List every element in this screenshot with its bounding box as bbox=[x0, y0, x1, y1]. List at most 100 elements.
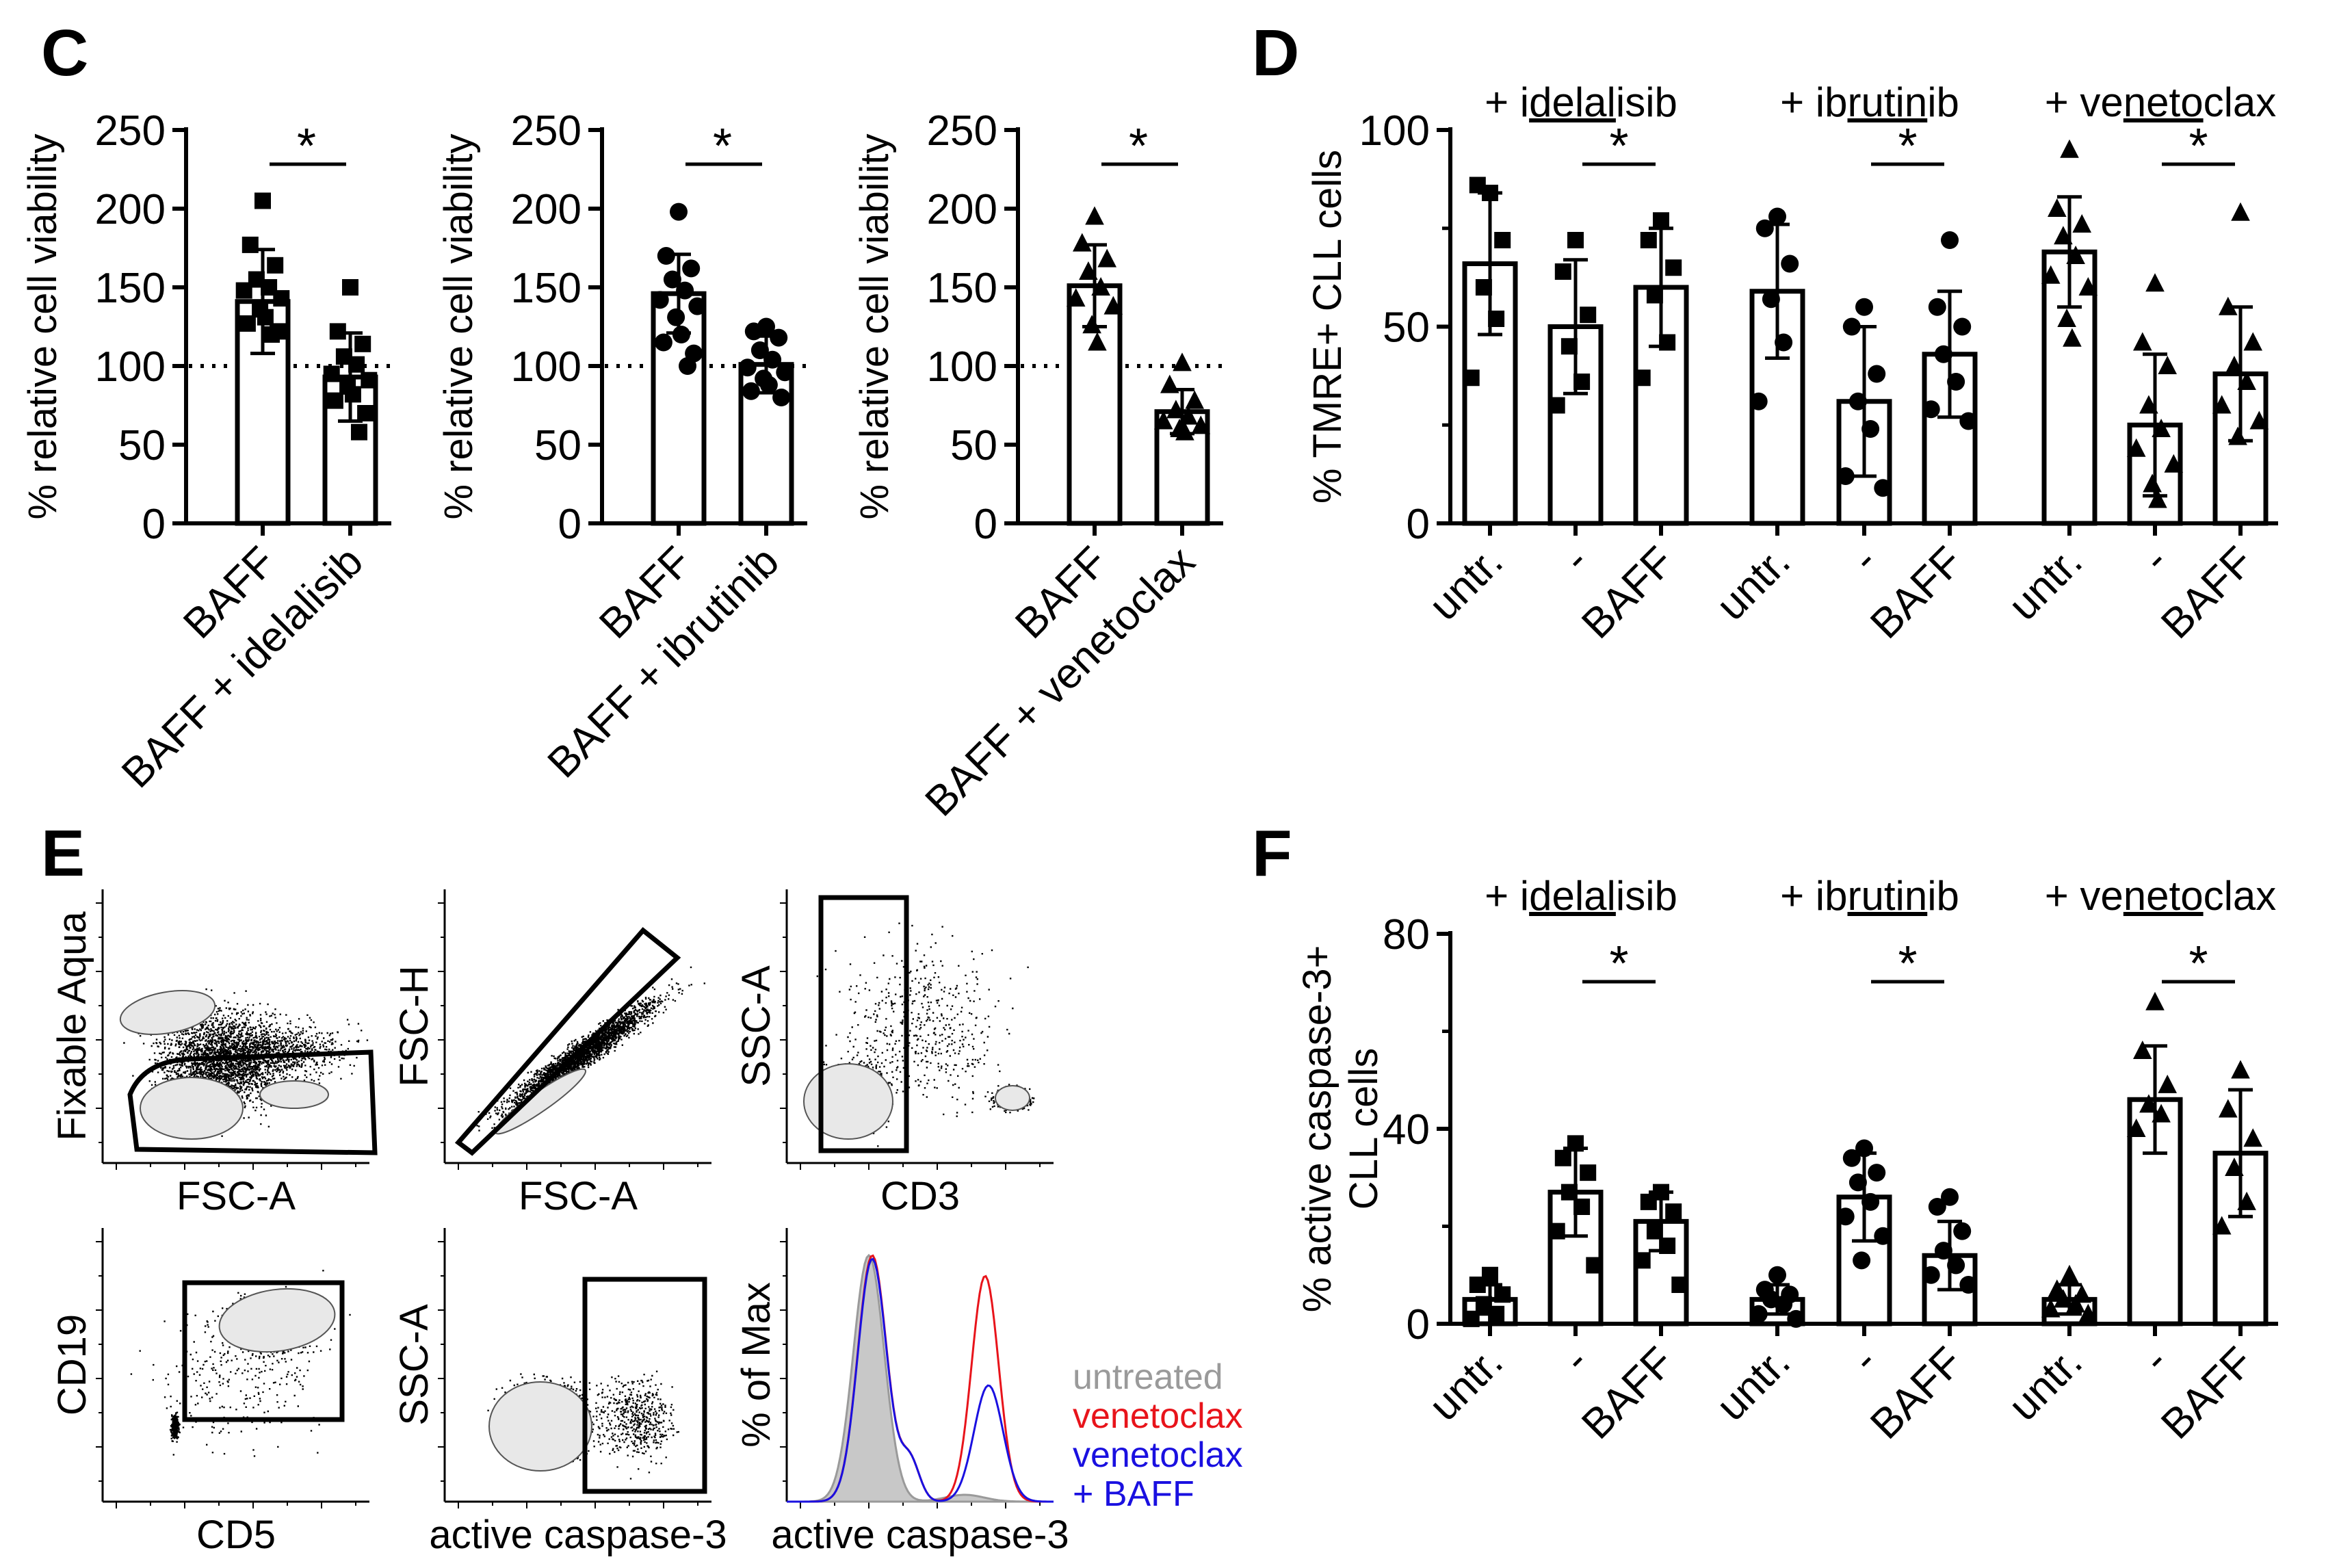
data-point bbox=[344, 386, 361, 403]
data-point bbox=[2060, 1264, 2079, 1283]
data-point bbox=[254, 192, 271, 209]
data-point bbox=[1671, 1277, 1688, 1293]
histogram-venetoclax bbox=[787, 1254, 1054, 1503]
data-point bbox=[1088, 332, 1107, 351]
data-point bbox=[1634, 1252, 1651, 1269]
data-point bbox=[2048, 198, 2067, 217]
live-cell-gate bbox=[127, 1049, 378, 1155]
chart-c2: 0 50 100 150 200 250 % relative cell viability… bbox=[436, 107, 807, 787]
x-tick-label: BAFF bbox=[2152, 1338, 2262, 1448]
x-tick-label: untr. bbox=[1708, 538, 1799, 629]
data-point bbox=[2243, 1128, 2262, 1147]
data-point bbox=[1853, 1251, 1871, 1270]
data-point bbox=[2072, 214, 2091, 233]
y-axis-label: % TMRE+ CLL cells bbox=[1305, 150, 1350, 504]
y-axis-label: SSC-A bbox=[392, 1304, 436, 1426]
singlet-gate bbox=[454, 927, 681, 1156]
y-tick-label: 50 bbox=[534, 422, 582, 469]
flow-plot-singlets: FSC-A FSC-H bbox=[392, 889, 711, 1218]
data-point bbox=[2219, 296, 2238, 315]
flow-plot-aqua: FSC-A Fixable Aqua bbox=[50, 889, 378, 1218]
data-point bbox=[351, 423, 367, 441]
panel-label-d: D bbox=[1252, 16, 1299, 90]
data-point bbox=[357, 405, 374, 421]
y-axis-label: % relative cell viability bbox=[436, 133, 481, 519]
y-tick-label: 150 bbox=[927, 265, 997, 312]
data-point bbox=[2148, 489, 2167, 508]
data-point bbox=[2057, 309, 2076, 327]
y-axis-label: CD19 bbox=[50, 1314, 94, 1415]
data-point bbox=[688, 297, 707, 315]
data-point bbox=[326, 392, 343, 409]
x-axis-label: FSC-A bbox=[519, 1174, 638, 1218]
panel-label-c: C bbox=[41, 16, 88, 90]
y-tick-label: 50 bbox=[118, 422, 166, 469]
y-tick-label: 200 bbox=[95, 186, 166, 233]
data-point bbox=[1947, 373, 1965, 391]
data-point bbox=[670, 202, 688, 221]
data-point bbox=[2249, 410, 2269, 430]
data-point bbox=[1085, 206, 1104, 225]
data-point bbox=[1768, 1266, 1786, 1284]
data-point bbox=[1173, 352, 1192, 371]
y-axis-label: FSC-H bbox=[392, 965, 436, 1086]
y-tick-label: 250 bbox=[95, 107, 166, 155]
y-tick-label: 100 bbox=[95, 343, 166, 391]
group-label: + ibrutinib bbox=[1780, 873, 1959, 919]
data-point bbox=[1959, 1276, 1978, 1294]
x-axis-label: active caspase-3 bbox=[771, 1513, 1069, 1557]
data-point bbox=[267, 257, 284, 274]
data-point bbox=[235, 282, 252, 299]
data-point bbox=[2212, 395, 2232, 414]
data-point bbox=[1469, 177, 1486, 194]
density-contour bbox=[488, 1381, 592, 1472]
legend-entry: venetoclax bbox=[1073, 1435, 1243, 1475]
cd3-negative-gate bbox=[818, 895, 909, 1153]
data-point bbox=[1781, 254, 1799, 273]
data-point bbox=[1548, 1223, 1565, 1240]
data-point bbox=[2143, 473, 2162, 493]
group-label: + venetoclax bbox=[2045, 79, 2277, 125]
data-point bbox=[2219, 1099, 2238, 1118]
y-tick-label: 80 bbox=[1383, 911, 1430, 958]
x-tick-label: untr. bbox=[1708, 1338, 1799, 1430]
data-point bbox=[742, 382, 760, 400]
data-point bbox=[1836, 1207, 1855, 1226]
cll-gate bbox=[182, 1280, 345, 1422]
data-point bbox=[1463, 369, 1480, 387]
histogram-venetoclax-baff bbox=[787, 1257, 1054, 1503]
chart-c3: 0 50 100 150 200 250 % relative cell viability… bbox=[852, 107, 1223, 826]
group-label: + venetoclax bbox=[2045, 873, 2277, 919]
y-tick-label: 0 bbox=[1407, 501, 1430, 548]
data-point bbox=[1787, 1309, 1805, 1328]
group-label: + idelalisib bbox=[1485, 79, 1677, 125]
significance-star: * bbox=[713, 119, 732, 174]
event-dots bbox=[476, 966, 705, 1132]
data-point bbox=[1103, 296, 1123, 315]
data-point bbox=[2063, 328, 2082, 347]
x-tick-label: untr. bbox=[2000, 538, 2091, 629]
x-tick-label: - bbox=[2134, 1338, 2177, 1381]
data-point bbox=[1953, 317, 1972, 336]
data-point bbox=[354, 335, 371, 352]
data-point bbox=[1185, 390, 1204, 409]
x-tick-label: untr. bbox=[1420, 538, 1512, 629]
y-tick-label: 0 bbox=[1407, 1301, 1430, 1348]
event-dots bbox=[583, 1370, 679, 1480]
data-point bbox=[1775, 1295, 1793, 1314]
data-point bbox=[676, 281, 694, 300]
data-point bbox=[2078, 277, 2098, 296]
histogram-untreated bbox=[787, 1253, 1054, 1503]
density-contour bbox=[995, 1085, 1030, 1111]
data-point bbox=[2041, 265, 2061, 284]
data-point bbox=[1653, 212, 1669, 229]
data-point bbox=[361, 371, 378, 389]
x-axis-label: FSC-A bbox=[177, 1174, 296, 1218]
data-point bbox=[770, 328, 788, 347]
data-point bbox=[1463, 1310, 1480, 1327]
density-contour bbox=[803, 1063, 893, 1140]
y-tick-label: 150 bbox=[95, 265, 166, 312]
y-axis-label: % of Max bbox=[734, 1282, 779, 1448]
